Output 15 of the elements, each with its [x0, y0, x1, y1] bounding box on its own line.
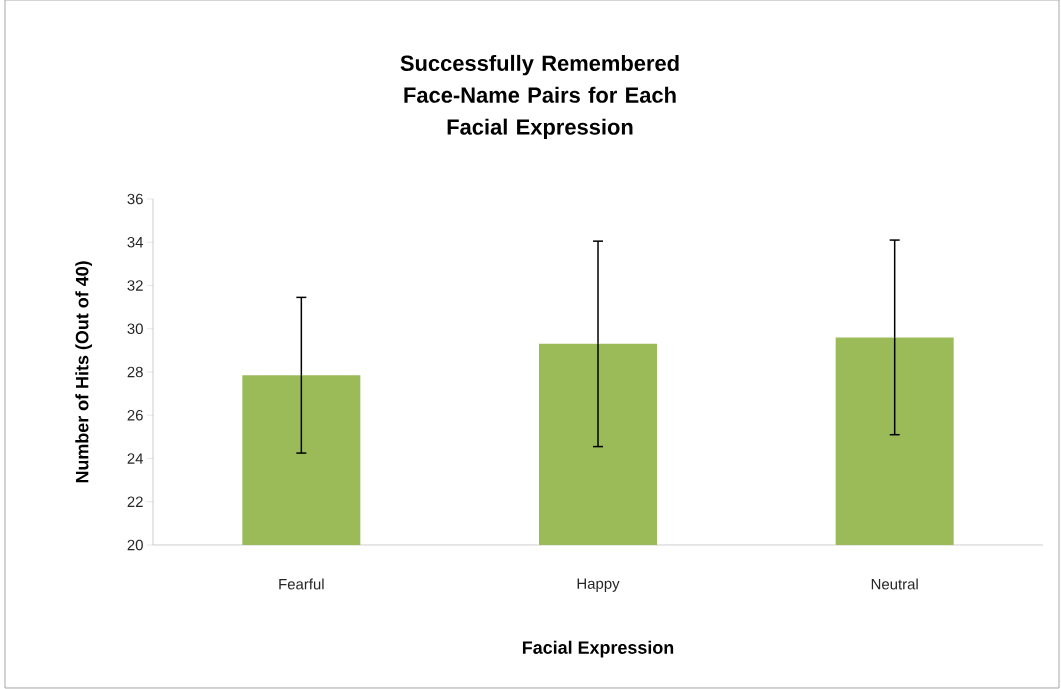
y-tick-label: 22 [127, 496, 143, 507]
y-tick-label: 20 [127, 539, 143, 551]
chart-title: Successfully Remembered Face-Name Pairs for Each Facial Expression [400, 54, 679, 140]
y-tick-label: 34 [127, 236, 144, 248]
x-tick-label: Neutral [871, 578, 918, 590]
y-tick-label: 36 [127, 193, 143, 205]
y-tick-label: 28 [127, 366, 143, 378]
x-tick-label: Fearful [279, 578, 324, 590]
y-tick-label: 24 [127, 453, 144, 464]
y-tick-label: 32 [127, 280, 143, 291]
x-axis-title: Facial Expression [522, 640, 674, 658]
y-axis-title: Number of Hits (Out of 40) [75, 261, 93, 483]
y-tick-label: 26 [127, 409, 143, 421]
x-tick-label: Happy [577, 578, 620, 592]
y-tick-label: 30 [127, 323, 143, 335]
